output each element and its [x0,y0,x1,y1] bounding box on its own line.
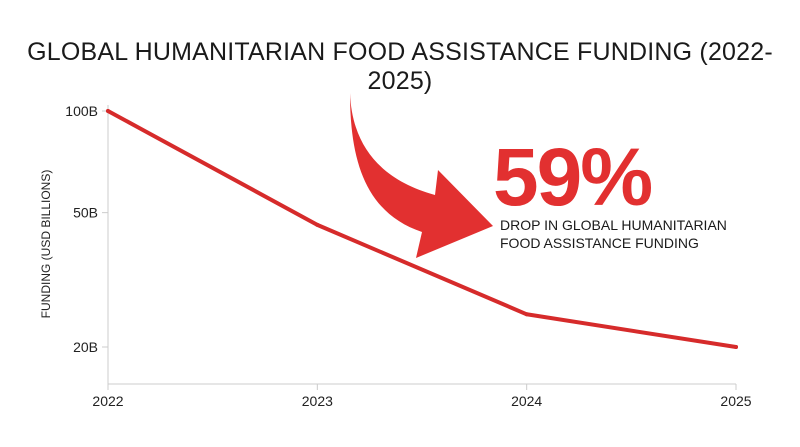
x-tick-label: 2023 [302,393,333,409]
data-point [734,345,738,349]
x-tick-label: 2022 [92,393,123,409]
data-point [315,222,320,227]
y-tick-label: 100B [65,103,98,119]
y-tick-label: 20B [73,339,98,355]
curved-arrow-icon [350,93,493,258]
data-point [106,109,110,113]
chart-title: GLOBAL HUMANITARIAN FOOD ASSISTANCE FUND… [27,38,773,95]
callout-caption-line1: DROP IN GLOBAL HUMANITARIAN [500,217,727,233]
y-axis-label: FUNDING (USD BILLIONS) [39,170,53,319]
callout-percentage: 59% [493,132,651,223]
x-tick-label: 2025 [720,393,751,409]
x-tick-label: 2024 [511,393,542,409]
y-tick-label: 50B [73,205,98,221]
callout-caption-line2: FOOD ASSISTANCE FUNDING [500,235,699,251]
data-point [524,312,529,317]
funding-series-line [106,109,738,349]
